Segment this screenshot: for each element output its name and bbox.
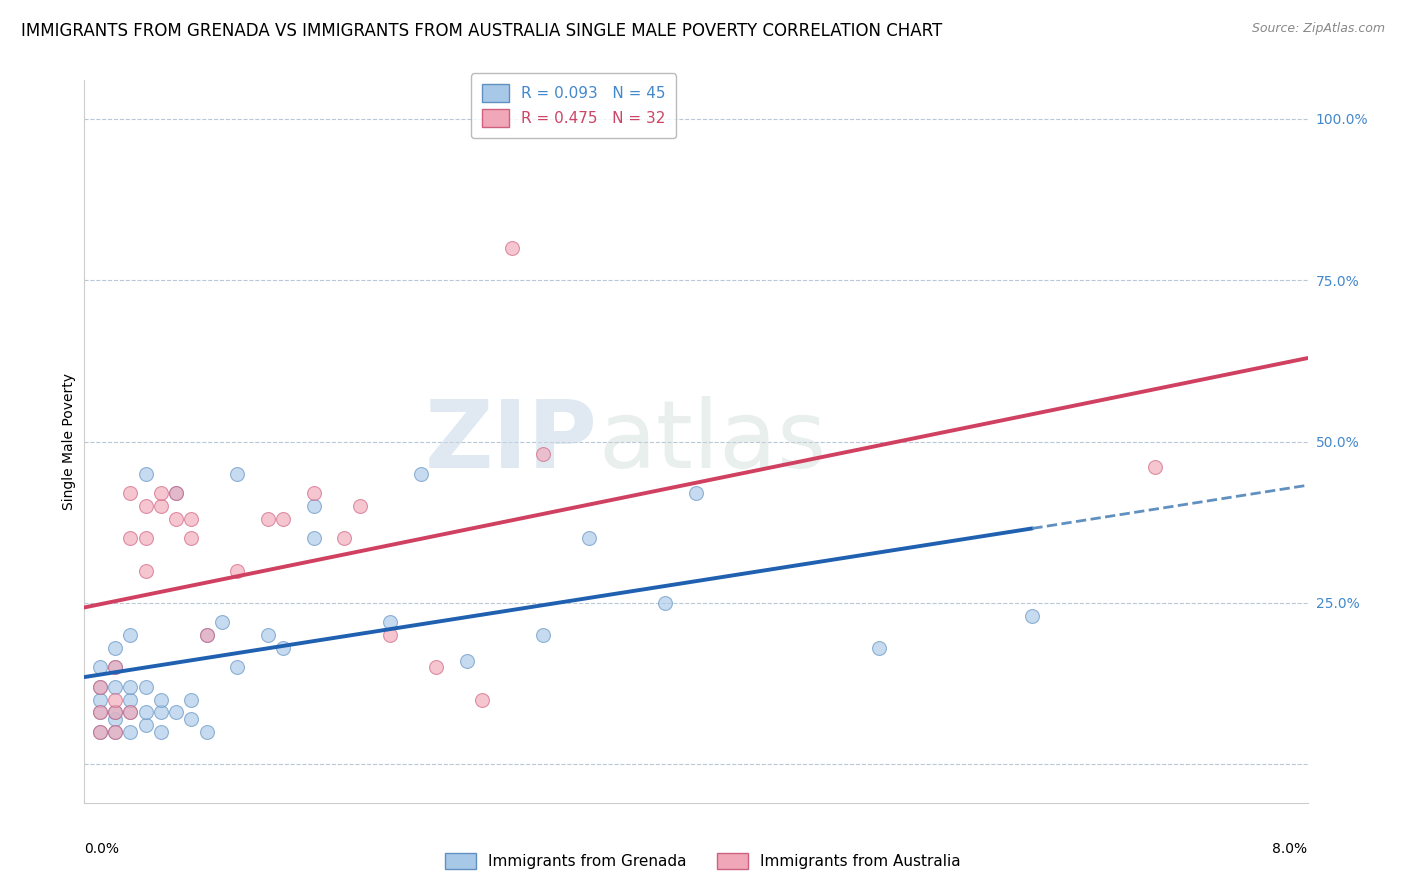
Point (149, 692, 172, 706)
Point (302, 499, 325, 513)
Point (104, 692, 127, 706)
Point (195, 628, 218, 642)
Point (271, 512, 294, 526)
Point (104, 724, 127, 739)
Point (1021, 608, 1043, 623)
Point (180, 512, 202, 526)
Point (149, 724, 172, 739)
Point (120, 680, 142, 694)
Point (120, 724, 142, 739)
Text: ZIP: ZIP (425, 395, 598, 488)
Point (89, 660, 111, 674)
Point (135, 564, 157, 578)
Point (211, 615, 233, 630)
Point (471, 692, 494, 706)
Point (380, 615, 402, 630)
Point (226, 564, 249, 578)
Legend: Immigrants from Grenada, Immigrants from Australia: Immigrants from Grenada, Immigrants from… (439, 847, 967, 875)
Point (89, 692, 111, 706)
Point (226, 467, 249, 481)
Point (226, 660, 249, 674)
Point (104, 706, 127, 720)
Text: 0.0%: 0.0% (84, 842, 120, 855)
Point (149, 706, 172, 720)
Point (104, 660, 127, 674)
Point (456, 654, 478, 668)
Point (165, 512, 187, 526)
Point (89, 706, 111, 720)
Y-axis label: Single Male Poverty: Single Male Poverty (62, 373, 76, 510)
Point (89, 680, 111, 694)
Point (685, 486, 707, 500)
Point (135, 467, 157, 481)
Point (89, 706, 111, 720)
Point (180, 531, 202, 545)
Point (869, 640, 891, 655)
Point (409, 467, 432, 481)
Point (104, 712, 127, 726)
Point (257, 628, 280, 642)
Point (654, 596, 676, 610)
Point (89, 724, 111, 739)
Point (135, 531, 157, 545)
Point (104, 640, 127, 655)
Point (195, 628, 218, 642)
Point (120, 692, 142, 706)
Text: atlas: atlas (598, 395, 827, 488)
Point (149, 499, 172, 513)
Point (425, 660, 447, 674)
Text: 8.0%: 8.0% (1272, 842, 1308, 855)
Point (333, 531, 356, 545)
Point (165, 706, 187, 720)
Point (180, 692, 202, 706)
Point (531, 628, 554, 642)
Legend: R = 0.093   N = 45, R = 0.475   N = 32: R = 0.093 N = 45, R = 0.475 N = 32 (471, 73, 676, 137)
Point (120, 628, 142, 642)
Point (149, 486, 172, 500)
Point (180, 712, 202, 726)
Text: IMMIGRANTS FROM GRENADA VS IMMIGRANTS FROM AUSTRALIA SINGLE MALE POVERTY CORRELA: IMMIGRANTS FROM GRENADA VS IMMIGRANTS FR… (21, 22, 942, 40)
Point (120, 531, 142, 545)
Point (89, 724, 111, 739)
Point (104, 706, 127, 720)
Point (89, 680, 111, 694)
Point (578, 531, 600, 545)
Point (104, 724, 127, 739)
Point (302, 531, 325, 545)
Point (135, 718, 157, 732)
Point (120, 706, 142, 720)
Point (120, 486, 142, 500)
Point (502, 241, 524, 255)
Point (271, 640, 294, 655)
Point (195, 724, 218, 739)
Point (104, 680, 127, 694)
Point (1143, 460, 1166, 475)
Point (349, 499, 371, 513)
Point (257, 512, 280, 526)
Point (120, 706, 142, 720)
Point (531, 447, 554, 461)
Point (135, 499, 157, 513)
Point (165, 486, 187, 500)
Point (135, 706, 157, 720)
Text: Source: ZipAtlas.com: Source: ZipAtlas.com (1251, 22, 1385, 36)
Point (104, 660, 127, 674)
Point (135, 680, 157, 694)
Point (302, 486, 325, 500)
Point (165, 486, 187, 500)
Point (380, 628, 402, 642)
